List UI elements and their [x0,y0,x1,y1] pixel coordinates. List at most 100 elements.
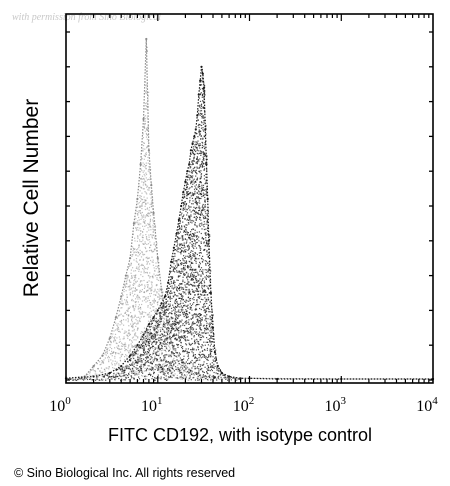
series-1-dot [201,279,203,281]
series-1-dot [187,176,189,178]
series-1-dot [178,327,180,329]
series-1-dot [172,269,174,271]
series-1-dot [188,351,190,354]
series-0-dot [134,344,136,346]
series-1-dot [192,317,194,319]
series-1-dot [181,262,183,264]
series-1-dot [199,320,201,322]
series-0-dot [156,242,158,244]
series-1-dot [166,364,168,366]
series-1-dot [180,250,182,253]
series-1-dot [174,271,176,273]
series-0-dot [129,285,131,287]
series-0-dot [135,218,137,220]
series-1-dot [173,296,175,298]
series-0-dot [156,291,158,293]
series-1-dot [196,372,198,374]
series-1-dot [201,124,203,127]
series-1-dot [197,143,199,145]
series-0-dot [205,378,208,380]
series-1-dot [207,233,209,235]
series-1-dot [194,294,196,296]
series-1-dot [202,364,204,366]
series-1-dot [199,282,201,284]
series-0-dot [143,170,145,172]
series-1-dot [198,343,200,345]
series-1-dot [132,364,134,366]
series-1-dot [146,369,148,371]
series-1-dot [212,348,214,350]
series-1-dot [224,375,226,377]
series-1-dot [210,327,212,329]
series-0-dot [151,201,153,203]
series-1-dot [190,344,192,346]
series-1-dot [185,299,187,301]
series-1-dot [186,233,188,235]
series-1-dot [176,338,178,340]
series-1-dot [202,238,205,240]
series-0-dot [135,258,138,260]
series-0-dot [137,308,139,310]
series-1-dot [159,313,161,315]
series-0-dot [139,205,141,207]
series-1-dot [182,197,185,199]
series-1-dot [184,207,186,209]
series-1-dot [189,264,192,266]
series-0-dot [220,377,222,379]
series-1-dot [171,278,173,280]
series-0-dot [148,189,150,191]
series-1-dot [168,328,170,330]
series-1-dot [200,174,202,176]
series-1-dot [184,269,186,271]
series-1-dot [212,365,214,367]
series-1-dot [182,202,184,204]
series-1-dot [205,264,207,266]
series-1-dot [173,328,175,330]
series-1-dot [194,354,196,356]
series-0-dot [147,140,149,142]
series-1-dot [170,307,173,309]
series-1-dot [208,334,210,336]
series-0-dot [140,178,142,181]
series-1-dot [194,290,196,292]
series-1-dot [109,376,111,378]
series-1-dot [181,359,184,361]
series-1-dot [178,363,180,365]
series-1-dot [197,212,199,214]
series-0-dot [105,354,107,356]
series-0-dot [141,175,144,177]
series-1-dot [185,317,187,319]
series-0-dot [122,303,124,305]
series-1-dot [205,298,208,300]
series-1-dot [147,335,149,337]
series-1-dot [204,223,206,225]
series-1-dot [182,209,184,211]
series-1-dot [206,349,208,351]
series-0-dot [142,275,144,278]
series-1-dot [174,299,177,301]
series-0-dot [169,348,171,350]
series-1-dot [189,209,191,211]
series-0-dot [186,374,188,376]
series-1-dot [194,285,196,287]
series-0-dot [118,349,120,351]
series-1-dot [192,262,194,264]
series-0-dot [141,215,143,217]
series-0-dot [159,369,161,371]
series-1-dot [179,320,181,322]
series-1-dot [197,341,200,343]
series-1-dot [202,116,204,118]
series-1-dot [199,225,201,227]
series-1-dot [200,138,202,140]
series-0-dot [151,249,153,251]
series-1-dot [203,355,205,357]
series-1-dot [179,245,181,247]
series-0-dot [165,377,168,379]
series-1-dot [145,358,148,360]
series-0-dot [79,378,81,380]
series-1-dot [182,244,184,246]
series-1-dot [199,268,201,271]
series-1-dot [215,357,217,359]
series-1-dot [187,232,189,234]
series-1-dot [164,349,166,351]
